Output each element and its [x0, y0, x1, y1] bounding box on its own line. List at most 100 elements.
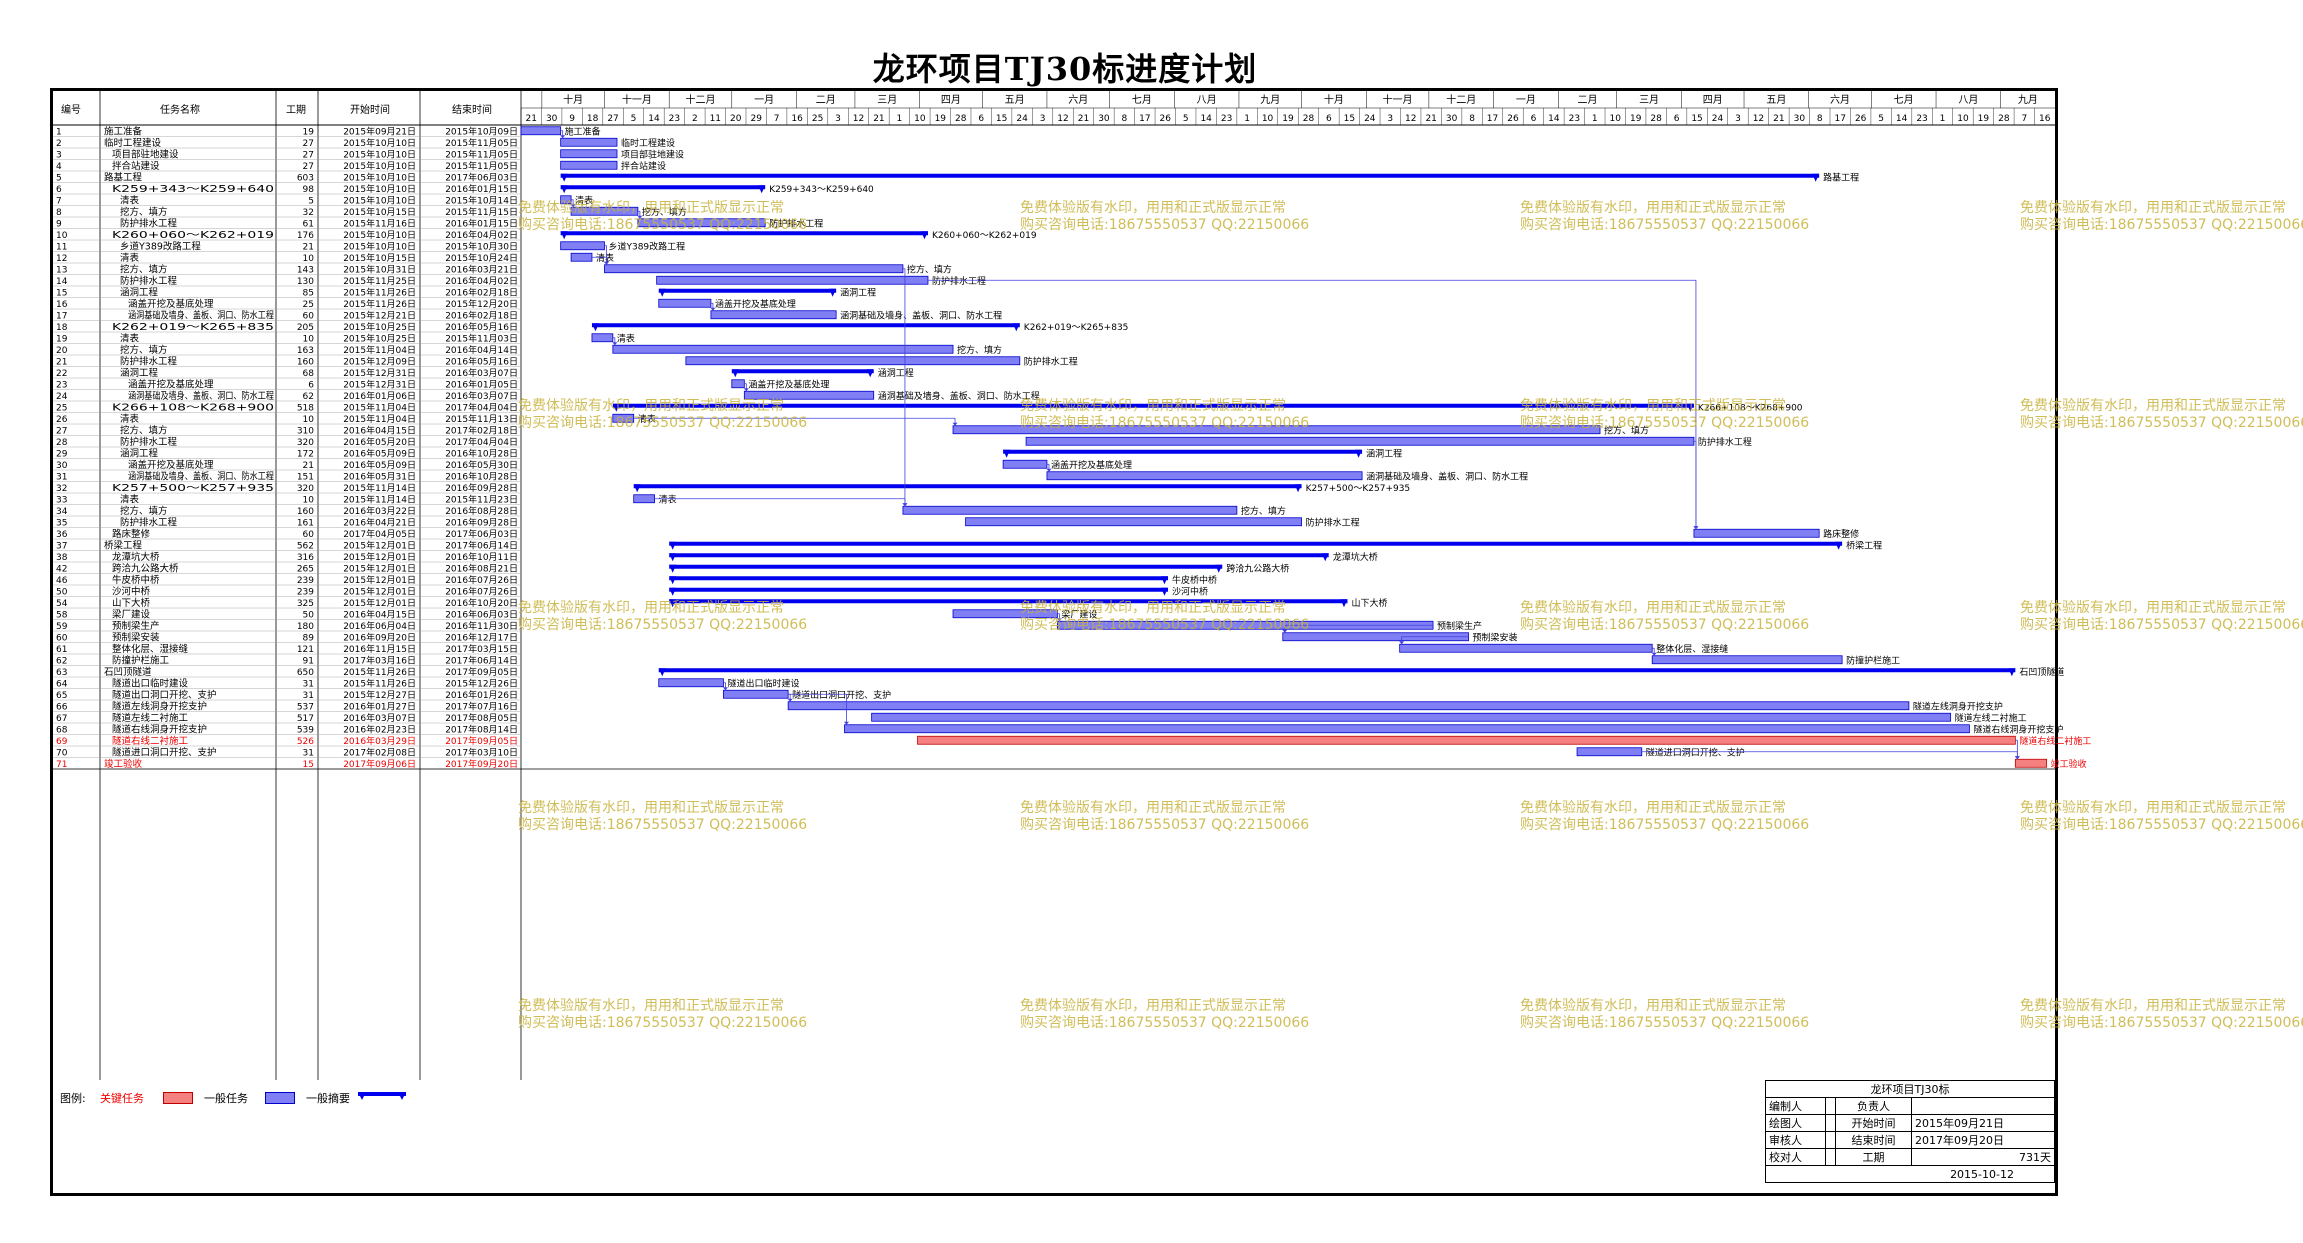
- day-label: 3: [1387, 114, 1393, 124]
- month-label: 九月: [1260, 94, 1280, 106]
- day-label: 25: [812, 114, 823, 124]
- task-duration: 265: [297, 565, 314, 575]
- summary-start-cap: [669, 599, 677, 608]
- critical-task-bar: [917, 735, 2016, 745]
- watermark-text: 免费体验版有水印，用用和正式版显示正常 购买咨询电话:18675550537 QQ…: [2020, 800, 2303, 834]
- task-id: 24: [56, 392, 68, 402]
- summary-end-cap: [920, 231, 928, 240]
- bar-label: 防护排水工程: [932, 275, 986, 287]
- summary-start-cap: [731, 369, 739, 378]
- task-id: 22: [56, 369, 67, 379]
- critical-task-bar: [2014, 758, 2048, 768]
- watermark-text: 免费体验版有水印，用用和正式版显示正常 购买咨询电话:18675550537 QQ…: [518, 398, 807, 432]
- gantt-frame: [50, 88, 2058, 1196]
- watermark-line1: 免费体验版有水印，用用和正式版显示正常: [2020, 200, 2286, 216]
- task-end: 2015年11月05日: [445, 137, 518, 149]
- task-name: 挖方、填方: [120, 344, 168, 356]
- task-start: 2015年09月21日: [343, 126, 416, 138]
- task-start: 2015年11月14日: [343, 494, 416, 506]
- task-start: 2015年10月10日: [343, 137, 416, 149]
- task-end: 2017年03月15日: [445, 643, 518, 655]
- task-start: 2015年12月01日: [343, 586, 416, 598]
- bar-label: 涵盖开挖及基底处理: [1051, 459, 1132, 471]
- day-label: 28: [1998, 114, 2010, 124]
- task-bar: [637, 218, 766, 228]
- task-end: 2016年01月15日: [445, 183, 518, 195]
- task-id: 17: [56, 312, 67, 322]
- watermark-line2: 购买咨询电话:18675550537 QQ:22150066: [2020, 415, 2303, 431]
- task-end: 2016年04月02日: [445, 275, 518, 287]
- watermark-line2: 购买咨询电话:18675550537 QQ:22150066: [2020, 1015, 2303, 1031]
- task-id: 37: [56, 542, 67, 552]
- watermark-line1: 免费体验版有水印，用用和正式版显示正常: [1520, 998, 1786, 1014]
- bar-label: 清表: [638, 413, 656, 425]
- day-label: 3: [835, 114, 841, 124]
- day-label: 16: [2039, 114, 2051, 124]
- day-label: 26: [1507, 114, 1519, 124]
- task-duration: 176: [297, 231, 314, 241]
- summary-bar: [560, 231, 928, 236]
- bar-label: 涵盖开挖及基底处理: [748, 379, 829, 391]
- bar-label: 挖方、填方: [1241, 505, 1286, 517]
- task-name: 路基工程: [104, 172, 143, 184]
- task-duration: 91: [303, 657, 314, 667]
- task-end: 2017年09月20日: [445, 758, 518, 770]
- task-id: 61: [56, 645, 67, 655]
- task-end: 2016年10月28日: [445, 448, 518, 460]
- task-id: 9: [56, 220, 62, 230]
- watermark-line1: 免费体验版有水印，用用和正式版显示正常: [1520, 398, 1786, 414]
- day-label: 7: [2021, 114, 2027, 124]
- day-label: 5: [631, 114, 637, 124]
- watermark-line2: 购买咨询电话:18675550537 QQ:22150066: [2020, 817, 2303, 833]
- task-start: 2016年05月09日: [343, 459, 416, 471]
- month-label: 七月: [1894, 94, 1914, 106]
- task-start: 2015年11月25日: [343, 275, 416, 287]
- task-name: K259+343～K259+640: [112, 184, 274, 195]
- watermark-line1: 免费体验版有水印，用用和正式版显示正常: [1520, 200, 1786, 216]
- task-start: 2015年11月26日: [343, 678, 416, 690]
- day-label: 29: [750, 114, 762, 124]
- summary-bar: [731, 369, 874, 374]
- month-label: 八月: [1197, 94, 1217, 106]
- task-end: 2016年07月26日: [445, 586, 518, 598]
- task-start: 2015年10月10日: [343, 241, 416, 253]
- task-id: 64: [56, 680, 68, 690]
- day-label: 19: [1282, 114, 1294, 124]
- dependency-arrow: [1056, 618, 1062, 622]
- day-label: 21: [1078, 114, 1089, 124]
- task-name: 沙河中桥: [112, 586, 151, 598]
- task-start: 2015年12月31日: [343, 379, 416, 391]
- task-duration: 163: [297, 346, 314, 356]
- watermark-line2: 购买咨询电话:18675550537 QQ:22150066: [518, 1015, 808, 1031]
- task-end: 2017年08月05日: [445, 712, 518, 724]
- bar-label: 涵洞工程: [1366, 449, 1402, 460]
- day-label: 17: [1139, 114, 1150, 124]
- task-end: 2016年03月21日: [445, 264, 518, 276]
- month-label: 七月: [1132, 94, 1152, 106]
- dependency-arrow: [952, 422, 958, 426]
- task-id: 50: [56, 588, 68, 598]
- bar-label: 预制梁生产: [1437, 620, 1482, 632]
- task-id: 6: [56, 185, 62, 195]
- task-start: 2015年12月01日: [343, 551, 416, 563]
- info-duration-value: 731天: [1910, 1148, 2056, 1166]
- bar-label: 临时工程建设: [621, 137, 675, 149]
- task-end: 2016年06月03日: [445, 609, 518, 621]
- day-label: 20: [730, 114, 742, 124]
- day-label: 28: [1303, 114, 1315, 124]
- task-duration: 316: [297, 553, 314, 563]
- task-start: 2015年11月04日: [343, 413, 416, 425]
- day-label: 27: [607, 114, 618, 124]
- task-bar: [604, 264, 904, 274]
- task-id: 71: [56, 760, 67, 770]
- task-name: 涵盖开挖及基底处理: [128, 459, 214, 471]
- day-label: 17: [1835, 114, 1846, 124]
- watermark-text: 免费体验版有水印，用用和正式版显示正常 购买咨询电话:18675550537 QQ…: [518, 600, 807, 634]
- task-duration: 60: [303, 312, 315, 322]
- task-start: 2017年04月05日: [343, 528, 416, 540]
- month-label: 八月: [1958, 94, 1978, 106]
- task-end: 2016年03月07日: [445, 390, 518, 402]
- task-name: 路床整修: [112, 528, 151, 540]
- task-end: 2016年03月07日: [445, 367, 518, 379]
- day-label: 30: [1794, 114, 1806, 124]
